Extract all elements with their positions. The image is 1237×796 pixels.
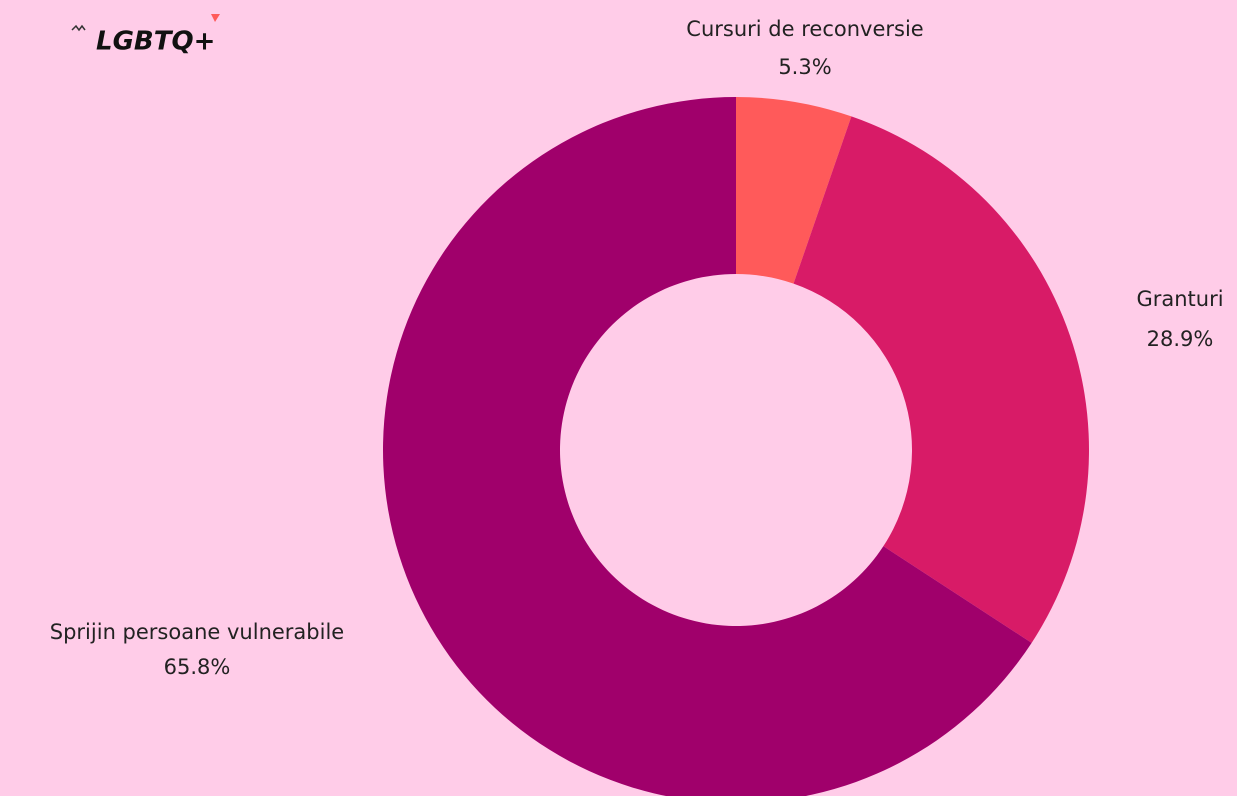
value-label: 5.3% [778,55,831,79]
value-label: 65.8% [164,655,231,679]
slice-label: Cursuri de reconversie [686,17,923,41]
logo-mark [211,14,220,22]
slice-label: Granturi [1136,287,1223,311]
slice [736,97,852,284]
value-label: 28.9% [1147,327,1214,351]
logo: LGBTQ+ [96,27,215,57]
logo-mark [71,24,86,32]
slice [793,116,1089,643]
slice [383,97,1032,796]
slice-label: Sprijin persoane vulnerabile [50,620,344,644]
